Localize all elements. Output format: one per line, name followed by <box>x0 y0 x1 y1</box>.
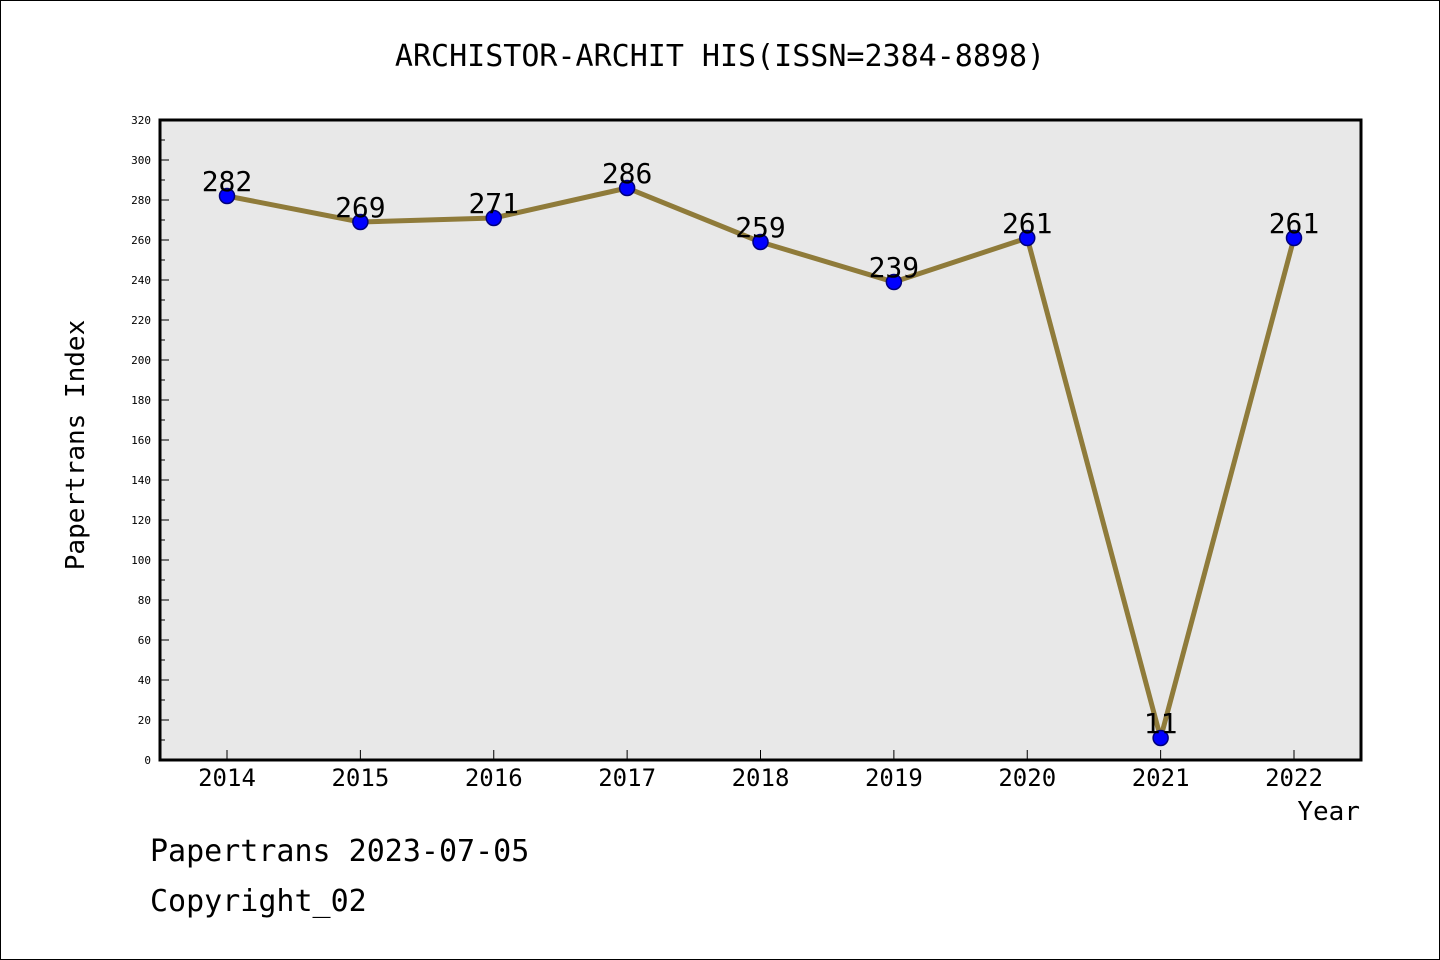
data-point <box>352 213 369 231</box>
y-tick-label: 80 <box>138 594 151 607</box>
marker-group <box>218 179 1303 747</box>
y-tick-label: 240 <box>131 274 151 287</box>
data-label: 286 <box>602 157 653 190</box>
y-tick-label: 100 <box>131 554 151 567</box>
data-label: 282 <box>202 165 253 198</box>
x-tick-label: 2019 <box>865 764 923 792</box>
x-tick-label: 2016 <box>465 764 523 792</box>
y-tick-label: 140 <box>131 474 151 487</box>
x-tick-label: 2021 <box>1132 764 1190 792</box>
y-axis: 0 20 40 60 80 100 120 140 160 180 200 220 240 260 280 3… <box>131 114 169 767</box>
x-tick-label: 2022 <box>1265 764 1323 792</box>
data-label: 259 <box>735 211 786 244</box>
x-tick-label: 2020 <box>998 764 1056 792</box>
y-tick-label: 280 <box>131 194 151 207</box>
data-label: 11 <box>1144 707 1178 740</box>
data-point <box>1285 229 1303 247</box>
footer-date: Papertrans 2023-07-05 <box>150 834 530 869</box>
data-point <box>618 179 636 197</box>
x-tick-label: 2018 <box>732 764 790 792</box>
data-point <box>1019 229 1036 247</box>
y-tick-label: 20 <box>138 714 151 727</box>
x-axis: 2014 2015 2016 2017 2018 2019 2020 2021 2022 <box>198 750 1323 792</box>
data-point <box>885 273 903 291</box>
y-axis-label: Papertrans Index <box>61 320 91 570</box>
data-point <box>485 209 502 227</box>
y-tick-label: 200 <box>131 354 151 367</box>
x-tick-label: 2014 <box>198 764 256 792</box>
y-tick-label: 220 <box>131 314 151 327</box>
data-point <box>218 187 236 205</box>
x-axis-label: Year <box>1297 797 1360 827</box>
data-point <box>1152 729 1169 747</box>
y-tick-label: 60 <box>138 634 151 647</box>
y-tick-label: 260 <box>131 234 151 247</box>
x-tick-label: 2015 <box>331 764 389 792</box>
y-tick-label: 180 <box>131 394 151 407</box>
data-label: 239 <box>869 251 920 284</box>
data-label: 261 <box>1269 207 1320 240</box>
plot-border <box>158 118 1363 762</box>
y-tick-label: 320 <box>131 114 151 127</box>
data-label: 271 <box>468 187 519 220</box>
x-tick-label: 2017 <box>598 764 656 792</box>
y-tick-label: 160 <box>131 434 151 447</box>
data-point <box>752 233 769 251</box>
data-label: 269 <box>335 191 386 224</box>
data-label-group: 282 269 271 286 259 239 261 11 261 <box>202 157 1320 740</box>
y-tick-label: 120 <box>131 514 151 527</box>
chart-title: ARCHISTOR-ARCHIT HIS(ISSN=2384-8898) <box>395 39 1045 74</box>
footer-copyright: Copyright_02 <box>150 884 367 919</box>
data-label: 261 <box>1002 207 1053 240</box>
y-tick-label: 0 <box>144 754 151 767</box>
y-tick-label: 40 <box>138 674 151 687</box>
y-tick-label: 300 <box>131 154 151 167</box>
